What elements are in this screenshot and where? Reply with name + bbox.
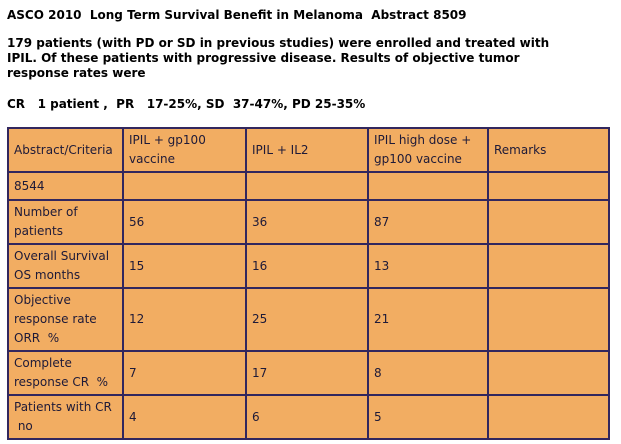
row-label-cell: Overall Survival OS months	[7, 243, 124, 289]
table-cell: 7	[122, 350, 247, 396]
row-label-cell: 8544	[7, 171, 124, 201]
table-row: Patients with CR no 4 6 5	[7, 394, 610, 440]
table-header-cell-remarks: Remarks	[487, 127, 610, 173]
table-cell: 4	[122, 394, 247, 440]
table-cell	[487, 394, 610, 440]
table-cell	[487, 287, 610, 352]
results-table: Abstract/Criteria IPIL + gp100 vaccine I…	[7, 127, 610, 440]
table-cell: 5	[367, 394, 489, 440]
row-label-cell: Patients with CR no	[7, 394, 124, 440]
row-label-cell: Complete response CR %	[7, 350, 124, 396]
table-cell: 8	[367, 350, 489, 396]
table-header-cell-ipil-il2: IPIL + IL2	[245, 127, 369, 173]
table-cell	[122, 171, 247, 201]
table-cell	[487, 243, 610, 289]
table-cell: 13	[367, 243, 489, 289]
table-row: Overall Survival OS months 15 16 13	[7, 243, 610, 289]
table-cell	[245, 171, 369, 201]
table-cell: 87	[367, 199, 489, 245]
table-cell: 17	[245, 350, 369, 396]
table-cell	[487, 199, 610, 245]
table-cell	[487, 171, 610, 201]
table-cell: 25	[245, 287, 369, 352]
table-header-row: Abstract/Criteria IPIL + gp100 vaccine I…	[7, 127, 610, 173]
row-label-cell: Number of patients	[7, 199, 124, 245]
table-cell: 6	[245, 394, 369, 440]
table-cell: 21	[367, 287, 489, 352]
table-cell: 12	[122, 287, 247, 352]
table-cell: 15	[122, 243, 247, 289]
table-cell	[367, 171, 489, 201]
table-cell: 16	[245, 243, 369, 289]
response-rates-line: CR 1 patient , PR 17-25%, SD 37-47%, PD …	[7, 97, 366, 111]
table-row: 8544	[7, 171, 610, 201]
table-row: Complete response CR % 7 17 8	[7, 350, 610, 396]
table-cell: 36	[245, 199, 369, 245]
intro-paragraph: 179 patients (with PD or SD in previous …	[7, 36, 550, 80]
table-cell: 56	[122, 199, 247, 245]
row-label-cell: Objective response rate ORR %	[7, 287, 124, 352]
table-row: Number of patients 56 36 87	[7, 199, 610, 245]
table-header-cell-ipil-gp100: IPIL + gp100 vaccine	[122, 127, 247, 173]
page-title: ASCO 2010 Long Term Survival Benefit in …	[7, 8, 467, 22]
table-header-cell-ipil-highdose: IPIL high dose + gp100 vaccine	[367, 127, 489, 173]
table-header-cell-criteria: Abstract/Criteria	[7, 127, 124, 173]
table-cell	[487, 350, 610, 396]
table-row: Objective response rate ORR % 12 25 21	[7, 287, 610, 352]
